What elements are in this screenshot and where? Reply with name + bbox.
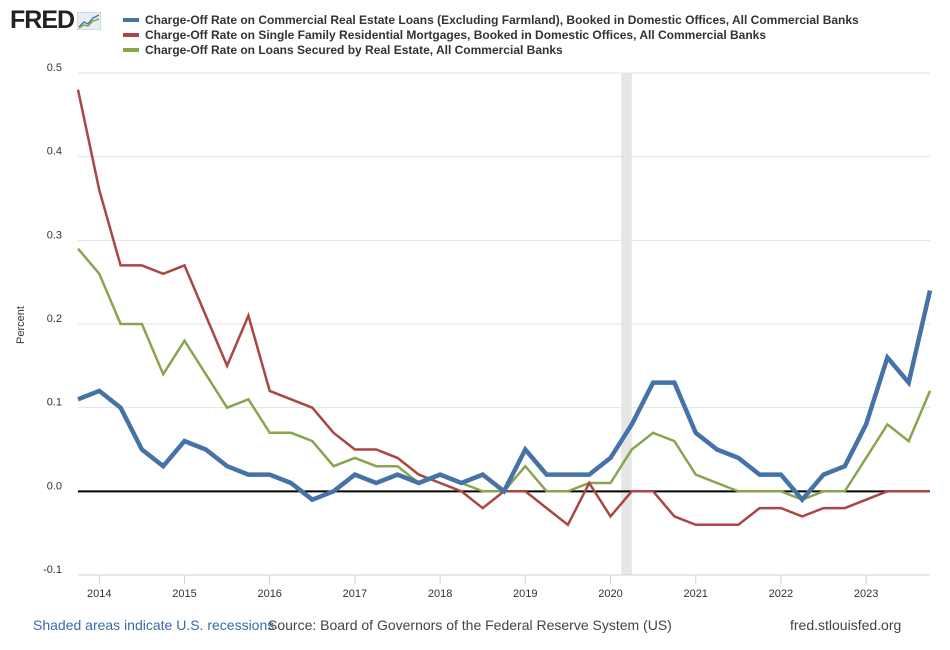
y-tick-label: 0.2 xyxy=(47,313,62,325)
x-tick-label: 2022 xyxy=(769,588,793,600)
x-tick-label: 2014 xyxy=(87,588,111,600)
x-tick-label: 2021 xyxy=(683,588,707,600)
legend-item-re[interactable]: Charge-Off Rate on Loans Secured by Real… xyxy=(123,42,859,57)
gridlines xyxy=(78,72,930,409)
y-tick-label: -0.1 xyxy=(43,564,62,576)
recession-note-link[interactable]: Shaded areas indicate U.S. recessions xyxy=(33,617,275,633)
y-tick-label: 0.1 xyxy=(47,397,62,409)
x-tick-label: 2016 xyxy=(257,588,281,600)
y-tick-label: 0.3 xyxy=(47,229,62,241)
legend-swatch-red xyxy=(123,32,139,37)
y-tick-label: 0.5 xyxy=(47,62,62,74)
series-line-2[interactable] xyxy=(77,247,932,502)
y-axis-title: Percent xyxy=(15,306,27,344)
y-tick-label: 0.4 xyxy=(47,146,62,158)
fred-site-link[interactable]: fred.stlouisfed.org xyxy=(790,617,902,633)
series-line-0[interactable] xyxy=(77,289,933,504)
fred-logo-text: FRED xyxy=(10,6,75,34)
fred-logo[interactable]: FRED xyxy=(10,6,102,34)
x-tick-label: 2018 xyxy=(428,588,452,600)
source-text: Source: Board of Governors of the Federa… xyxy=(268,617,672,633)
x-tick-label: 2023 xyxy=(854,588,878,600)
legend-label: Charge-Off Rate on Single Family Residen… xyxy=(145,27,767,42)
legend-swatch-green xyxy=(123,47,139,52)
legend-label: Charge-Off Rate on Loans Secured by Real… xyxy=(145,42,563,57)
series-line-1[interactable] xyxy=(76,89,930,527)
line-graph-icon xyxy=(77,11,102,30)
x-axis: 2014 2015 2016 2017 2018 2019 2020 2021 2022 2023 xyxy=(78,574,930,600)
legend-item-sfr[interactable]: Charge-Off Rate on Single Family Residen… xyxy=(123,27,859,42)
x-tick-label: 2020 xyxy=(598,588,622,600)
series-lines xyxy=(76,89,933,527)
legend-swatch-blue xyxy=(123,17,139,22)
x-tick-label: 2015 xyxy=(172,588,196,600)
y-axis-ticks: -0.1 0.0 0.1 0.2 0.3 0.4 0.5 xyxy=(43,62,62,576)
x-tick-label: 2019 xyxy=(513,588,537,600)
legend-item-cre[interactable]: Charge-Off Rate on Commercial Real Estat… xyxy=(123,12,859,27)
y-tick-label: 0.0 xyxy=(47,480,62,492)
x-tick-label: 2017 xyxy=(343,588,367,600)
chart-legend: Charge-Off Rate on Commercial Real Estat… xyxy=(123,12,859,57)
legend-label: Charge-Off Rate on Commercial Real Estat… xyxy=(145,12,859,27)
